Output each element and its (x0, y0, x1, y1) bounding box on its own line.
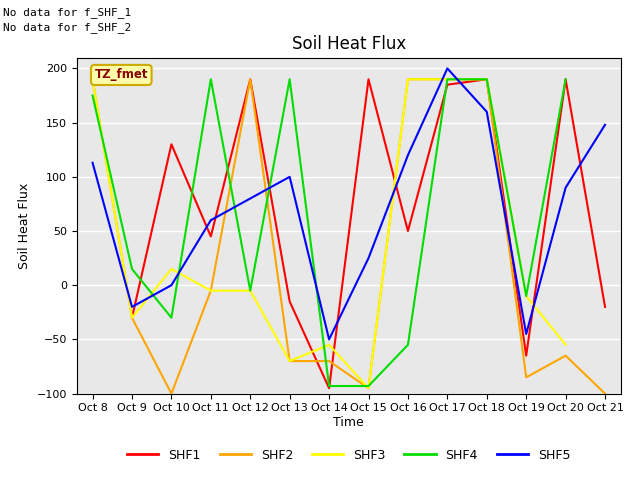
SHF1 (246, 76, 254, 82)
SHF1 (444, 82, 451, 87)
SHF4 (128, 266, 136, 272)
SHF5 (483, 109, 491, 115)
SHF1 (522, 353, 530, 359)
SHF3 (522, 293, 530, 299)
X-axis label: Time: Time (333, 416, 364, 429)
SHF4 (522, 293, 530, 299)
SHF2 (365, 385, 372, 391)
SHF2 (325, 358, 333, 364)
Line: SHF2: SHF2 (93, 79, 605, 394)
SHF2 (444, 76, 451, 82)
SHF5 (404, 152, 412, 158)
SHF5 (286, 174, 294, 180)
SHF2 (168, 391, 175, 396)
Text: TZ_fmet: TZ_fmet (95, 69, 148, 82)
SHF2 (128, 315, 136, 321)
SHF3 (246, 288, 254, 293)
SHF4 (246, 288, 254, 293)
SHF3 (404, 76, 412, 82)
SHF5 (89, 160, 97, 166)
SHF5 (562, 185, 570, 191)
SHF3 (128, 315, 136, 321)
Y-axis label: Soil Heat Flux: Soil Heat Flux (18, 182, 31, 269)
SHF4 (325, 383, 333, 389)
SHF1 (128, 315, 136, 321)
SHF1 (483, 76, 491, 82)
SHF2 (89, 76, 97, 82)
Text: No data for f_SHF_2: No data for f_SHF_2 (3, 22, 131, 33)
SHF2 (522, 374, 530, 380)
SHF1 (601, 304, 609, 310)
Title: Soil Heat Flux: Soil Heat Flux (292, 35, 406, 53)
SHF2 (404, 76, 412, 82)
SHF5 (365, 255, 372, 261)
SHF5 (128, 304, 136, 310)
SHF5 (601, 122, 609, 128)
SHF5 (522, 331, 530, 337)
SHF3 (286, 358, 294, 364)
SHF3 (562, 342, 570, 348)
SHF4 (483, 76, 491, 82)
Line: SHF5: SHF5 (93, 69, 605, 339)
SHF1 (404, 228, 412, 234)
SHF1 (365, 76, 372, 82)
SHF3 (365, 385, 372, 391)
SHF3 (325, 342, 333, 348)
SHF3 (483, 76, 491, 82)
SHF5 (207, 217, 214, 223)
SHF4 (207, 76, 214, 82)
SHF2 (246, 76, 254, 82)
Text: No data for f_SHF_1: No data for f_SHF_1 (3, 7, 131, 18)
SHF5 (168, 282, 175, 288)
SHF4 (89, 93, 97, 98)
SHF4 (365, 383, 372, 389)
SHF2 (562, 353, 570, 359)
SHF4 (444, 76, 451, 82)
SHF4 (168, 315, 175, 321)
SHF3 (168, 266, 175, 272)
Legend: SHF1, SHF2, SHF3, SHF4, SHF5: SHF1, SHF2, SHF3, SHF4, SHF5 (122, 444, 575, 467)
SHF5 (444, 66, 451, 72)
Line: SHF4: SHF4 (93, 79, 566, 386)
SHF3 (89, 76, 97, 82)
Line: SHF3: SHF3 (93, 79, 566, 388)
SHF1 (286, 299, 294, 304)
SHF2 (286, 358, 294, 364)
SHF1 (325, 385, 333, 391)
SHF5 (325, 336, 333, 342)
SHF4 (562, 76, 570, 82)
SHF2 (207, 288, 214, 293)
SHF2 (601, 391, 609, 396)
SHF3 (207, 288, 214, 293)
SHF2 (483, 76, 491, 82)
SHF4 (286, 76, 294, 82)
Line: SHF1: SHF1 (132, 79, 605, 388)
SHF1 (562, 76, 570, 82)
SHF5 (246, 196, 254, 202)
SHF4 (404, 342, 412, 348)
SHF1 (207, 234, 214, 240)
SHF1 (168, 142, 175, 147)
SHF3 (444, 76, 451, 82)
